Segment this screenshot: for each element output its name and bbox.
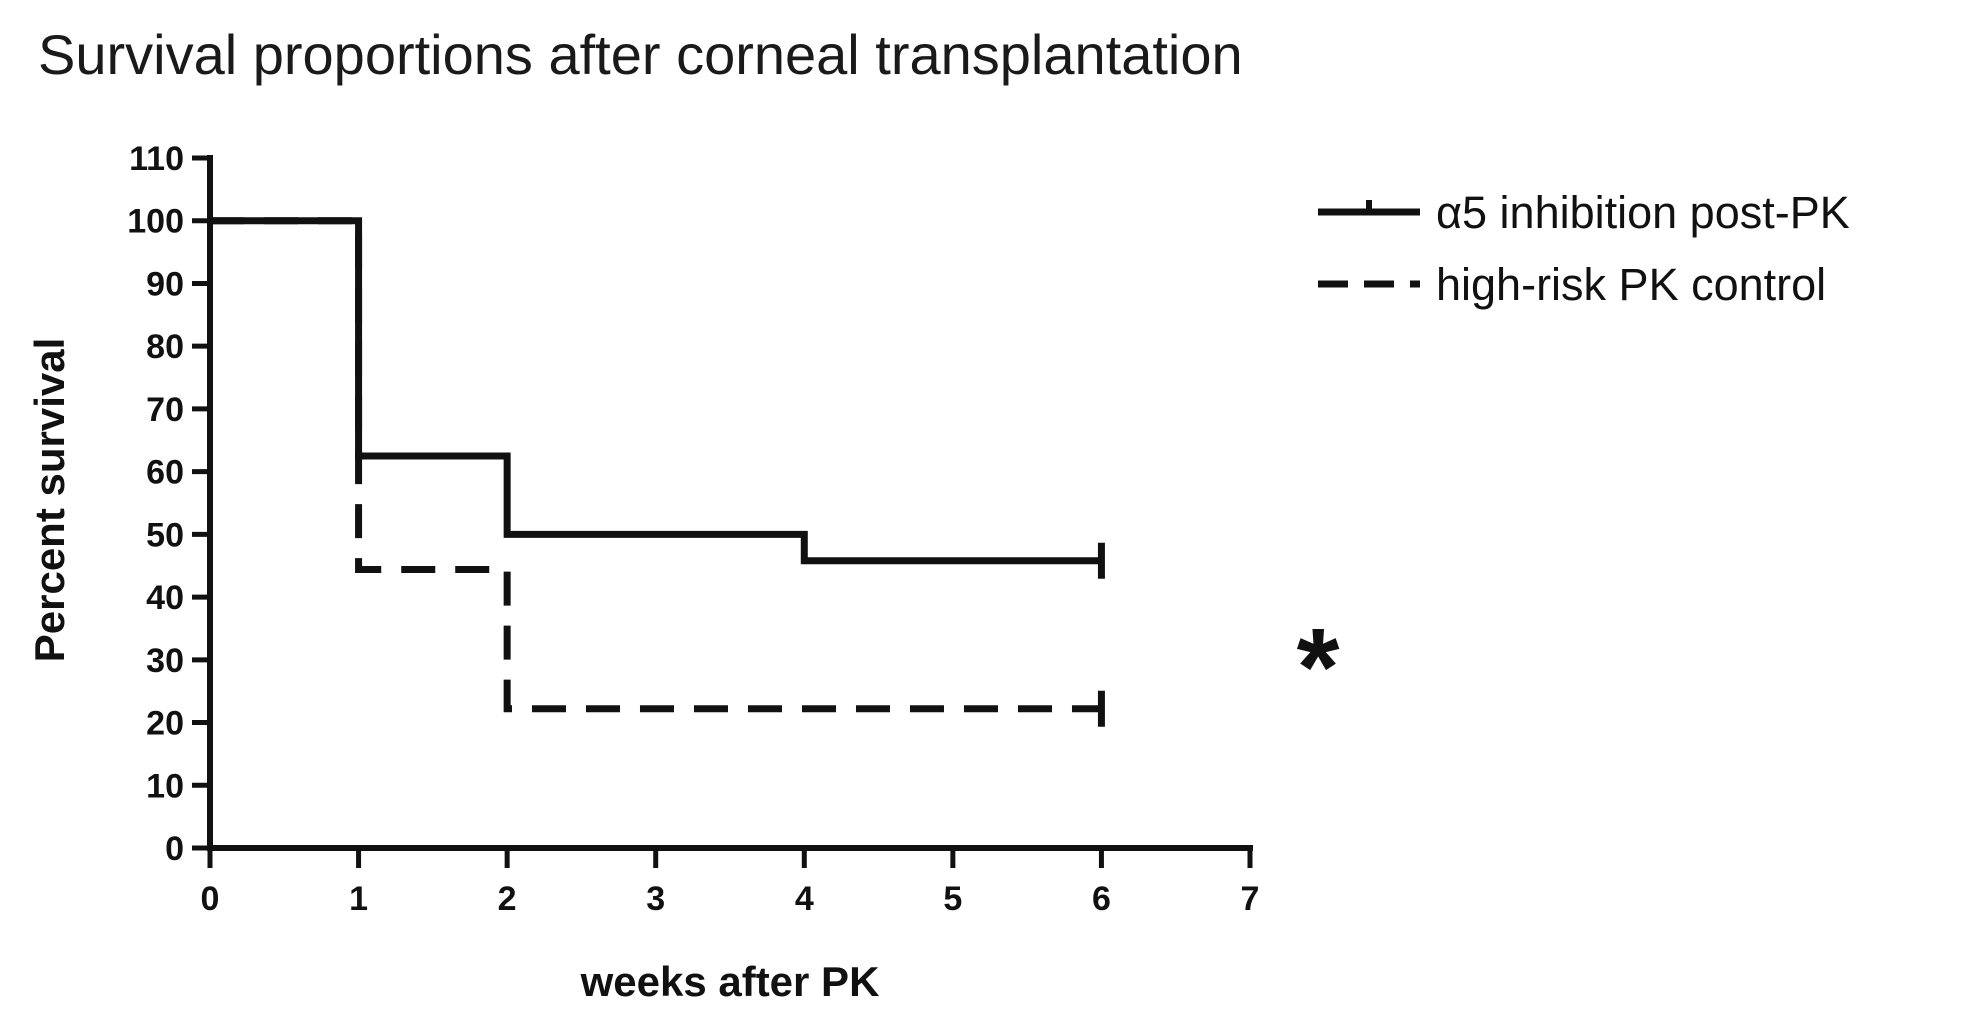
x-tick-label: 0 [201,880,220,918]
y-tick-label: 30 [146,642,184,680]
legend-label-2: high-risk PK control [1436,259,1826,310]
y-tick-label: 10 [146,767,184,805]
chart-title: Survival proportions after corneal trans… [38,23,1243,86]
x-tick-label: 2 [498,880,517,918]
x-tick-label: 3 [646,880,665,918]
x-tick-label: 5 [943,880,962,918]
legend: α5 inhibition post-PK high-risk PK contro… [1318,187,1850,310]
y-tick-label: 0 [165,830,184,868]
legend-label-1: α5 inhibition post-PK [1436,187,1850,238]
x-tick-label: 7 [1241,880,1260,918]
y-tick-label: 40 [146,579,184,617]
x-tick-label: 4 [795,880,814,918]
y-tick-label: 110 [129,140,184,178]
x-tick-label: 6 [1092,880,1111,918]
y-tick-label: 80 [146,328,184,366]
y-tick-label: 60 [146,454,184,492]
series-layer [209,217,1105,727]
y-axis-title: Percent survival [26,338,73,663]
y-tick-label: 90 [146,265,184,303]
axes: 0 10 20 30 40 50 60 70 80 90 100 110 0 1 2 3 4 5 6 7 [127,140,1259,918]
y-tick-label: 20 [146,705,184,743]
x-tick-label: 1 [349,880,368,918]
series-line-1 [210,217,1102,565]
x-axis-title: weeks after PK [580,958,880,1005]
significance-asterisk: * [1297,606,1340,729]
y-tick-label: 70 [146,391,184,429]
y-tick-label: 50 [146,516,184,554]
y-tick-label: 100 [127,203,184,241]
series-line-2 [210,217,1102,713]
